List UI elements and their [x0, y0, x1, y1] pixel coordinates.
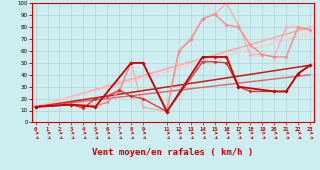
- X-axis label: Vent moyen/en rafales ( km/h ): Vent moyen/en rafales ( km/h ): [92, 148, 253, 157]
